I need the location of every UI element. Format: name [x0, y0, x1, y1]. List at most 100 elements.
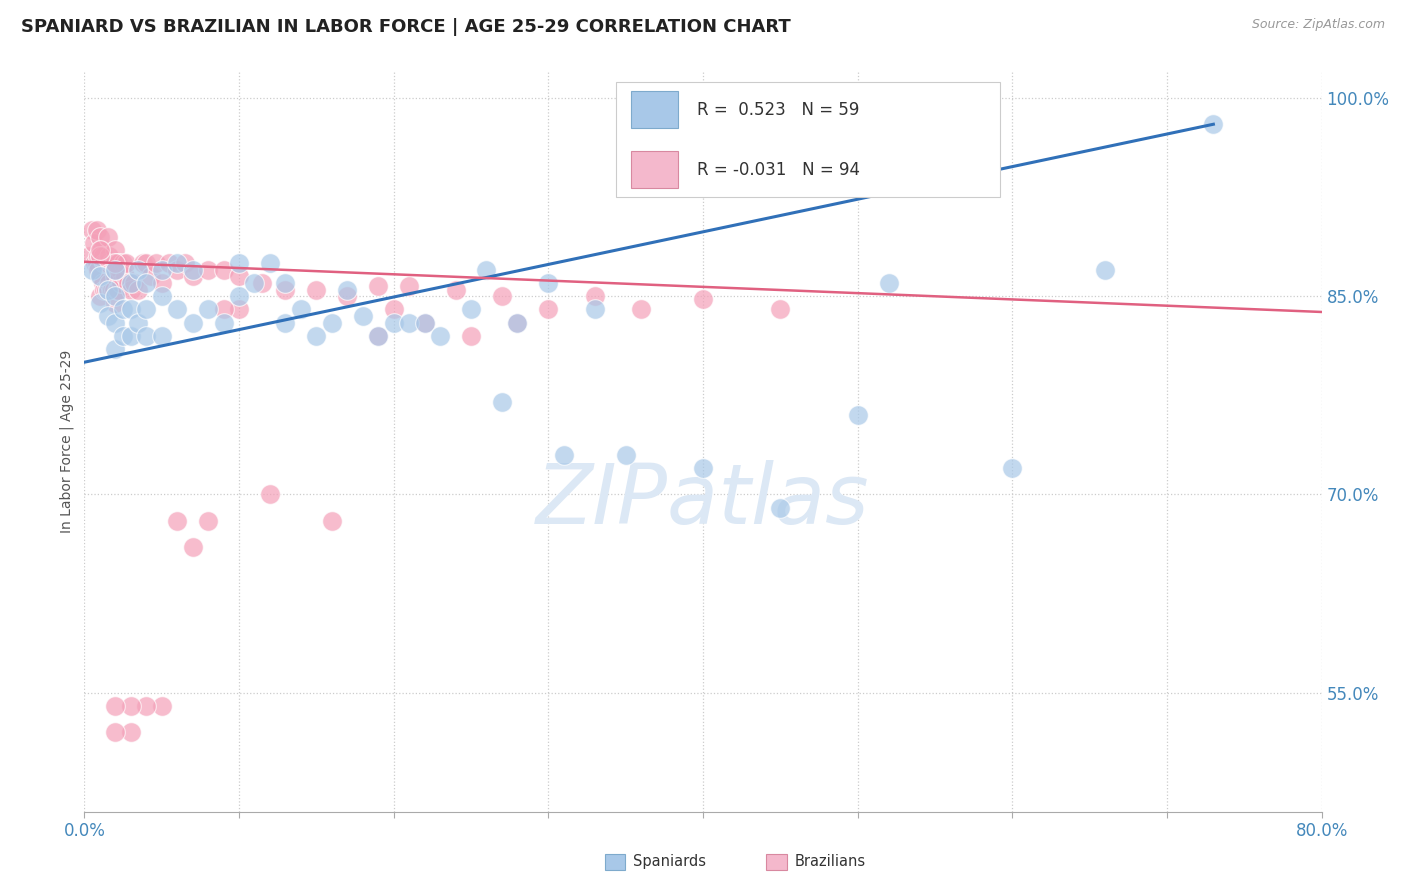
Point	[93, 256, 115, 270]
Point	[1001, 461, 1024, 475]
Point	[274, 316, 297, 330]
Point	[135, 276, 157, 290]
Point	[112, 256, 135, 270]
Point	[139, 269, 162, 284]
Point	[105, 256, 128, 270]
Point	[104, 725, 127, 739]
Point	[150, 262, 173, 277]
Point	[120, 328, 142, 343]
Point	[120, 302, 142, 317]
Point	[90, 269, 112, 284]
Point	[181, 269, 204, 284]
Point	[89, 243, 111, 257]
Point	[96, 283, 118, 297]
Point	[114, 269, 136, 284]
Point	[228, 269, 250, 284]
Point	[429, 328, 451, 343]
Point	[104, 262, 127, 277]
Point	[94, 283, 117, 297]
Point	[159, 256, 180, 270]
Point	[104, 262, 127, 277]
Point	[150, 328, 173, 343]
Point	[89, 289, 111, 303]
Point	[98, 276, 121, 290]
Point	[84, 256, 107, 270]
Point	[692, 461, 714, 475]
FancyBboxPatch shape	[616, 82, 1000, 197]
Point	[1202, 117, 1225, 131]
Point	[769, 500, 792, 515]
Point	[367, 328, 389, 343]
Point	[166, 514, 188, 528]
Point	[100, 283, 122, 297]
Point	[336, 283, 359, 297]
Point	[127, 283, 149, 297]
Point	[614, 448, 637, 462]
Point	[98, 250, 121, 264]
Point	[89, 229, 111, 244]
Point	[166, 256, 188, 270]
Point	[259, 487, 281, 501]
Point	[506, 316, 529, 330]
Point	[89, 295, 111, 310]
Point	[181, 541, 204, 555]
Point	[181, 316, 204, 330]
Point	[274, 276, 297, 290]
Point	[101, 256, 124, 270]
Text: Source: ZipAtlas.com: Source: ZipAtlas.com	[1251, 18, 1385, 31]
Point	[321, 514, 343, 528]
Point	[112, 328, 135, 343]
Point	[90, 243, 112, 257]
Point	[537, 302, 560, 317]
Point	[104, 295, 127, 310]
Point	[135, 302, 157, 317]
Point	[103, 283, 125, 297]
Point	[86, 256, 108, 270]
Point	[583, 302, 606, 317]
Point	[91, 276, 114, 290]
Point	[305, 283, 328, 297]
Text: Brazilians: Brazilians	[794, 855, 866, 869]
Point	[96, 283, 118, 297]
Point	[104, 698, 127, 713]
Point	[104, 243, 127, 257]
Point	[250, 276, 273, 290]
Point	[83, 236, 105, 251]
Point	[87, 262, 110, 277]
Point	[336, 289, 359, 303]
Text: R = -0.031   N = 94: R = -0.031 N = 94	[697, 161, 860, 178]
Point	[212, 302, 235, 317]
Text: Spaniards: Spaniards	[633, 855, 706, 869]
Text: R =  0.523   N = 59: R = 0.523 N = 59	[697, 101, 859, 119]
Point	[166, 302, 188, 317]
Point	[352, 309, 374, 323]
Point	[413, 316, 436, 330]
Point	[103, 256, 125, 270]
Point	[877, 276, 900, 290]
Point	[89, 269, 111, 284]
Point	[93, 283, 115, 297]
Point	[150, 276, 173, 290]
Point	[127, 316, 149, 330]
Point	[101, 283, 124, 297]
Point	[174, 256, 197, 270]
Point	[135, 328, 157, 343]
Point	[120, 283, 142, 297]
Point	[181, 262, 204, 277]
Point	[104, 342, 127, 356]
Point	[110, 276, 132, 290]
Point	[135, 256, 157, 270]
Point	[87, 250, 110, 264]
Point	[382, 316, 405, 330]
Point	[166, 262, 188, 277]
Point	[583, 289, 606, 303]
Point	[96, 229, 118, 244]
FancyBboxPatch shape	[631, 91, 678, 128]
Point	[108, 262, 131, 277]
Point	[104, 256, 127, 270]
Text: SPANIARD VS BRAZILIAN IN LABOR FORCE | AGE 25-29 CORRELATION CHART: SPANIARD VS BRAZILIAN IN LABOR FORCE | A…	[21, 18, 790, 36]
Point	[491, 395, 513, 409]
Point	[846, 408, 869, 422]
Point	[112, 302, 135, 317]
Point	[367, 328, 389, 343]
